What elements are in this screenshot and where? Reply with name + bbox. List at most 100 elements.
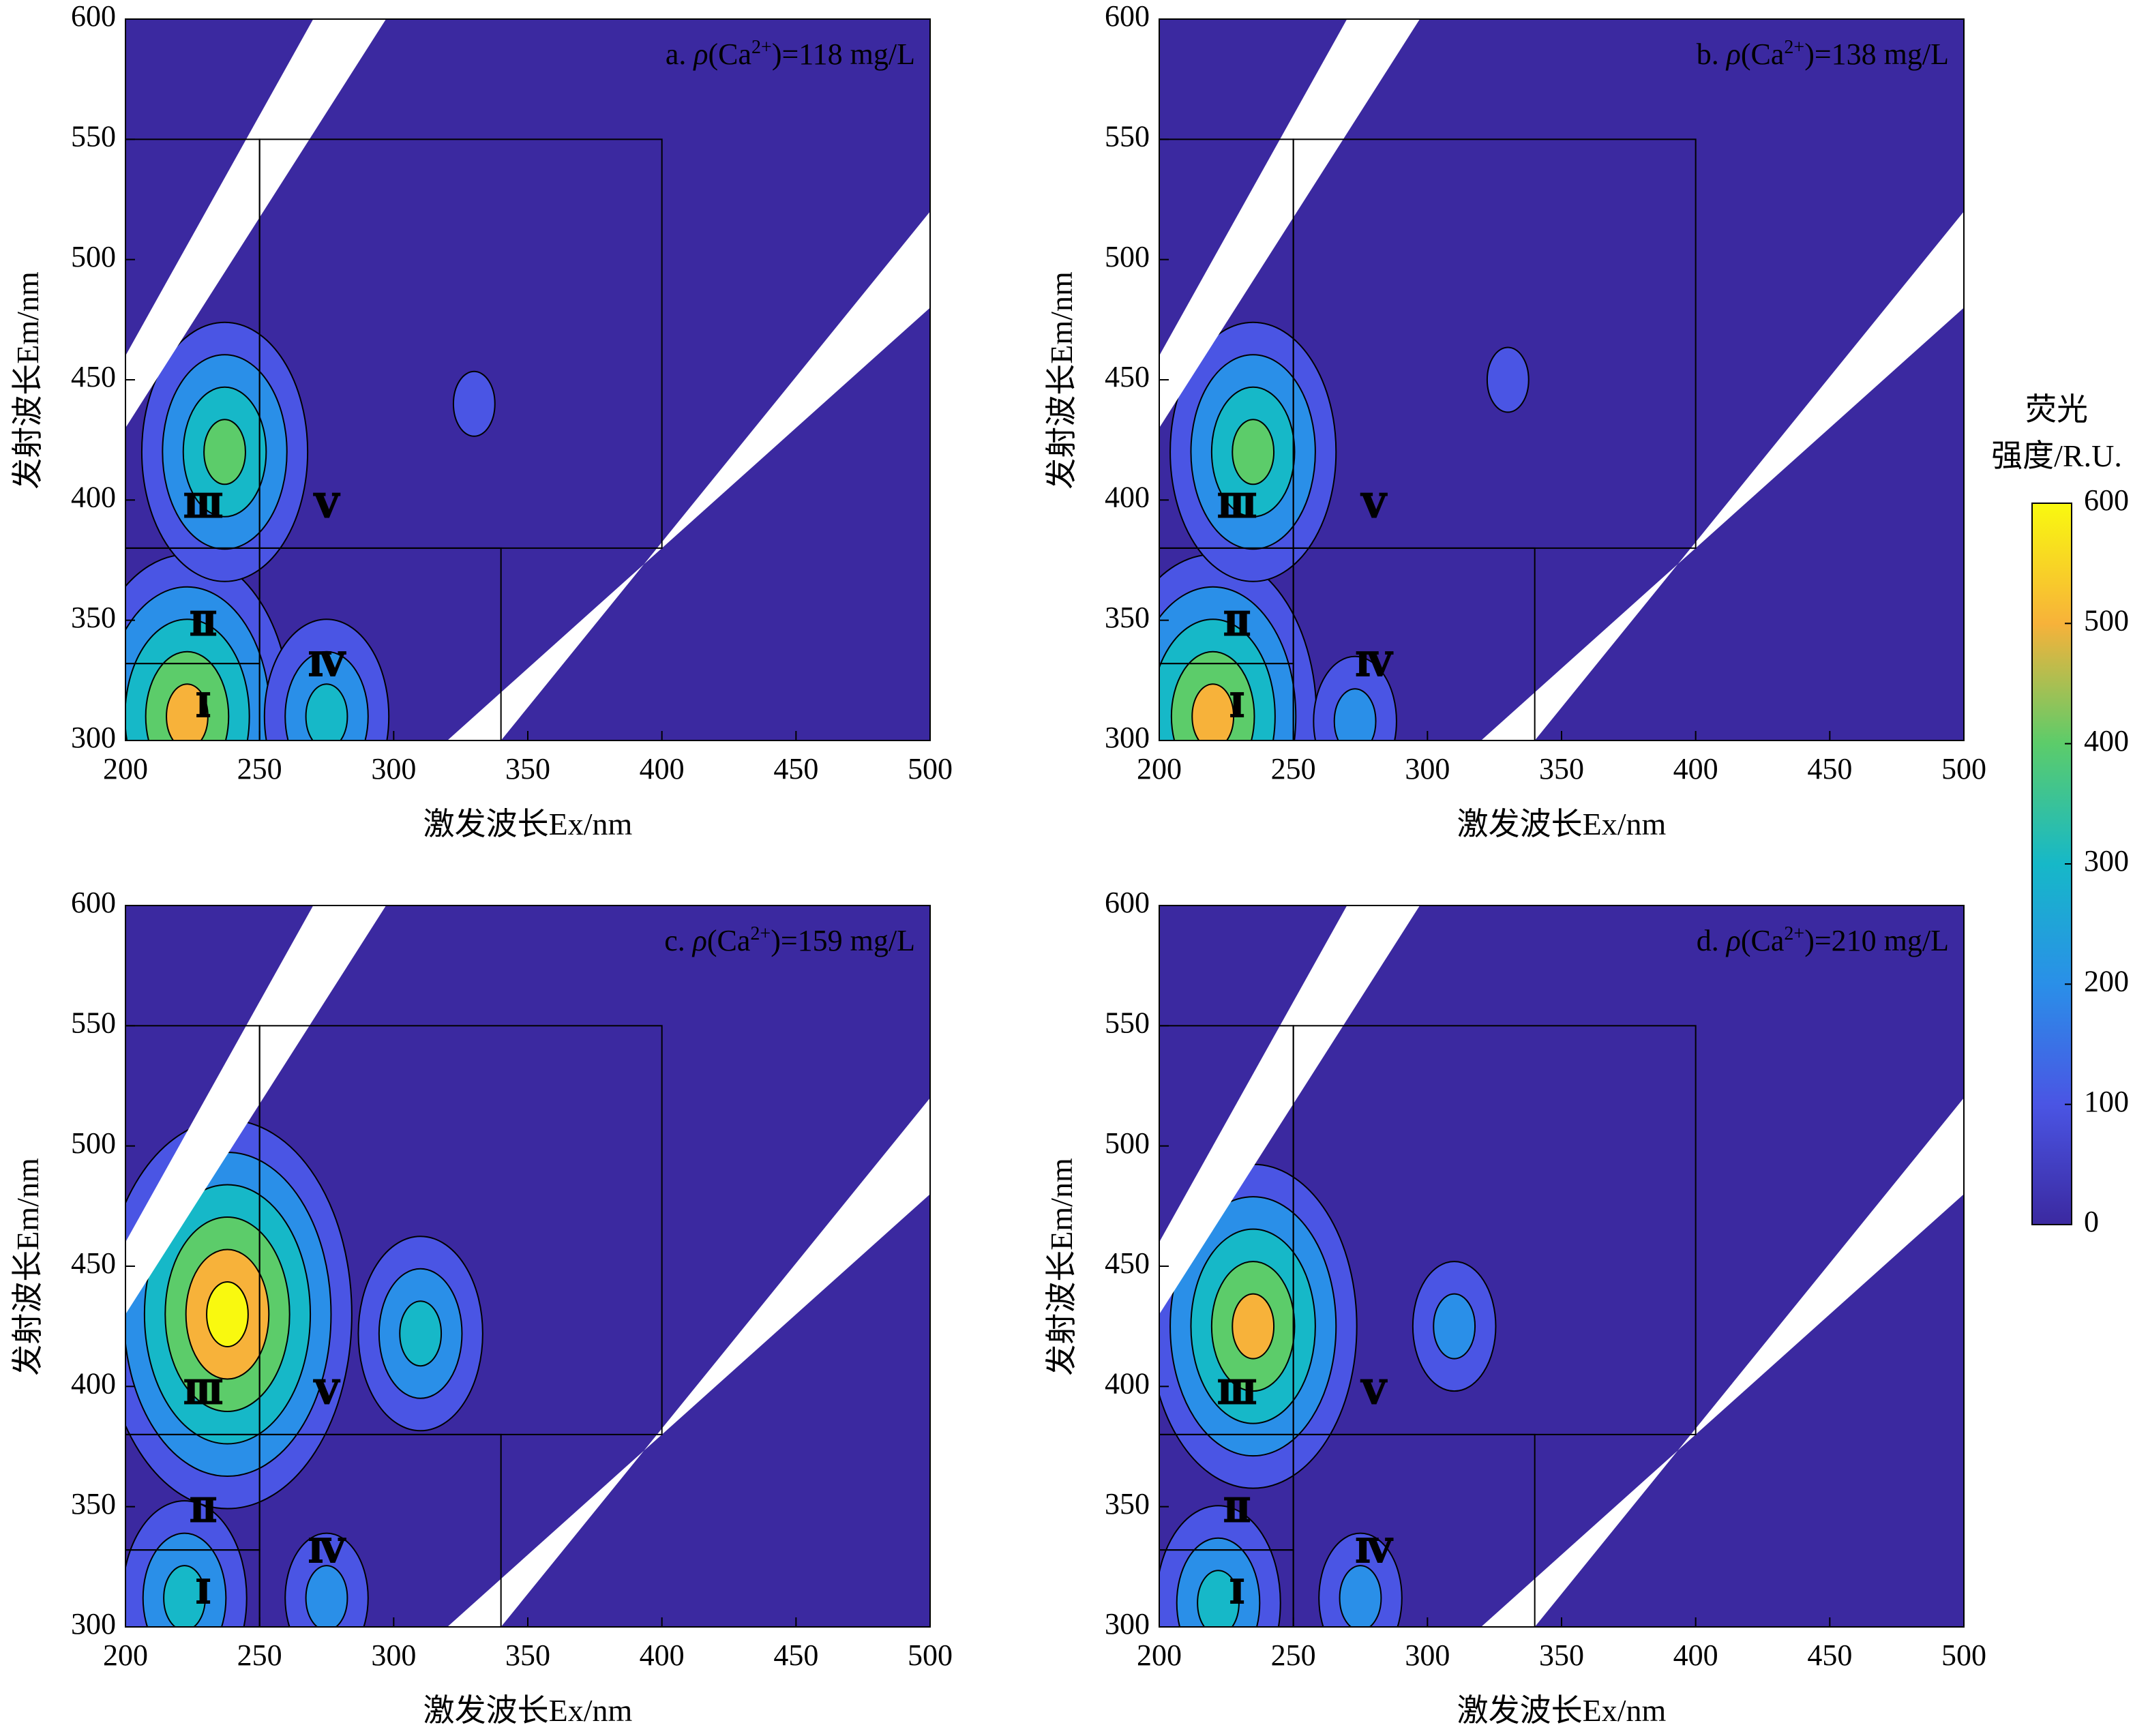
colorbar-title-line1: 荧光 — [2025, 392, 2088, 427]
p1-region-label: Ⅰ — [1229, 688, 1244, 724]
p0-peak-3-contour-1 — [452, 370, 496, 437]
p1-peak-3-contour-1 — [1486, 346, 1530, 413]
panel-d-y-axis-label: 发射波长Em/nm — [1044, 1158, 1079, 1376]
p0-x-tick-label: 350 — [505, 752, 550, 785]
p0-region-label: Ⅲ — [183, 488, 223, 524]
p2-region-label: Ⅳ — [308, 1533, 346, 1570]
panel-a-y-axis-label: 发射波长Em/nm — [10, 271, 45, 490]
p0-peak-2-contour-3 — [305, 683, 348, 740]
p2-region-label: Ⅴ — [313, 1375, 340, 1411]
colorbar-title-line2: 强度/R.U. — [1991, 438, 2122, 473]
p3-region-label: Ⅰ — [1229, 1574, 1244, 1611]
p1-plot-area: Ⅰ Ⅱ Ⅲ Ⅳ Ⅴ 200 250 300 350 400 450 500 300 350 400 450 50… — [1105, 0, 1986, 785]
p2-peak-1-contour-3 — [163, 1565, 206, 1627]
p0-y-tick-label: 600 — [71, 0, 116, 33]
p1-region-label: Ⅱ — [1223, 606, 1251, 642]
p3-region-box-5 — [1292, 1025, 1697, 1435]
p1-x-tick-label: 300 — [1405, 752, 1450, 785]
panel-b-title: b. ρ(Ca2+)=138 mg/L — [1697, 37, 1949, 71]
p2-region-label: Ⅲ — [183, 1375, 223, 1411]
p0-x-tick-label: 250 — [237, 752, 282, 785]
panel-a-x-axis-label: 激发波长Ex/nm — [423, 807, 633, 841]
p1-x-tick-label: 500 — [1941, 752, 1986, 785]
p3-y-tick-label: 550 — [1105, 1006, 1150, 1039]
p0-region-label: Ⅳ — [308, 647, 346, 683]
p2-peak-0-contour-6 — [206, 1281, 249, 1348]
p1-y-tick-label: 400 — [1105, 480, 1150, 513]
p3-region-label: Ⅱ — [1223, 1493, 1251, 1529]
p3-x-tick-label: 300 — [1405, 1638, 1450, 1672]
p2-x-tick-label: 400 — [640, 1638, 685, 1672]
p1-y-tick-label: 300 — [1105, 721, 1150, 754]
p0-x-tick-label: 300 — [371, 752, 416, 785]
p1-x-tick-label: 400 — [1673, 752, 1718, 785]
p2-x-tick-label: 350 — [505, 1638, 550, 1672]
p0-y-tick-label: 300 — [71, 721, 116, 754]
p0-y-tick-label: 450 — [71, 360, 116, 393]
p3-x-tick-label: 500 — [1941, 1638, 1986, 1672]
p1-peak-2-contour-2 — [1333, 688, 1377, 740]
p1-x-tick-label: 250 — [1271, 752, 1316, 785]
p3-region-label: Ⅲ — [1217, 1375, 1257, 1411]
p2-x-tick-label: 450 — [773, 1638, 818, 1672]
panel-c: Ⅰ Ⅱ Ⅲ Ⅳ Ⅴ 200 250 300 350 400 450 500 300 350 400 450 50… — [10, 886, 953, 1728]
p2-x-tick-label: 300 — [371, 1638, 416, 1672]
p3-x-tick-label: 200 — [1137, 1638, 1182, 1672]
p3-x-tick-label: 400 — [1673, 1638, 1718, 1672]
p2-x-tick-label: 250 — [237, 1638, 282, 1672]
colorbar-tick-label: 0 — [2084, 1205, 2099, 1238]
p3-y-tick-label: 350 — [1105, 1487, 1150, 1521]
p3-peak-0-contour-5 — [1232, 1293, 1275, 1360]
p1-y-tick-label: 600 — [1105, 0, 1150, 33]
p3-peak-3-contour-2 — [1433, 1293, 1476, 1360]
p3-scatter-band-1 — [1159, 906, 1420, 1315]
p2-x-tick-label: 500 — [908, 1638, 953, 1672]
colorbar: 荧光 强度/R.U. 0 100 200 300 400 500 600 — [1991, 392, 2129, 1238]
p3-y-tick-label: 600 — [1105, 886, 1150, 919]
panel-a-title: a. ρ(Ca2+)=118 mg/L — [666, 37, 915, 71]
p3-y-tick-label: 500 — [1105, 1126, 1150, 1160]
colorbar-tick-label: 100 — [2084, 1085, 2129, 1118]
p0-region-label: Ⅴ — [313, 488, 340, 524]
p0-region-label: Ⅱ — [190, 606, 217, 642]
p0-x-tick-label: 500 — [908, 752, 953, 785]
p1-x-tick-label: 350 — [1539, 752, 1584, 785]
p1-y-tick-label: 450 — [1105, 360, 1150, 393]
p0-peak-1-contour-4 — [203, 419, 246, 485]
p2-region-box-5 — [258, 1025, 663, 1435]
p3-y-tick-label: 300 — [1105, 1607, 1150, 1641]
p3-region-label: Ⅴ — [1360, 1375, 1387, 1411]
p3-x-tick-label: 250 — [1271, 1638, 1316, 1672]
colorbar-tick-label: 400 — [2084, 724, 2129, 758]
p3-region-label: Ⅳ — [1355, 1533, 1393, 1570]
p1-x-tick-label: 200 — [1137, 752, 1182, 785]
panel-c-x-axis-label: 激发波长Ex/nm — [423, 1693, 633, 1728]
p3-y-tick-label: 450 — [1105, 1246, 1150, 1280]
panel-b-x-axis-label: 激发波长Ex/nm — [1457, 807, 1667, 841]
p1-y-tick-label: 550 — [1105, 119, 1150, 153]
panel-d-x-axis-label: 激发波长Ex/nm — [1457, 1693, 1667, 1728]
p0-plot-area: Ⅰ Ⅱ Ⅲ Ⅳ Ⅴ 200 250 300 350 400 450 500 300 350 400 450 50… — [71, 0, 953, 785]
p1-peak-1-contour-4 — [1232, 419, 1275, 485]
p0-y-tick-label: 550 — [71, 119, 116, 153]
p1-region-label: Ⅴ — [1360, 488, 1387, 524]
p2-y-tick-label: 550 — [71, 1006, 116, 1039]
p0-region-box-5 — [258, 138, 663, 549]
p2-scatter-band-1 — [125, 906, 387, 1315]
panel-c-y-axis-label: 发射波长Em/nm — [10, 1158, 45, 1376]
p0-y-tick-label: 350 — [71, 601, 116, 634]
colorbar-tick-label: 300 — [2084, 844, 2129, 878]
p2-y-tick-label: 350 — [71, 1487, 116, 1521]
panel-a: Ⅰ Ⅱ Ⅲ Ⅳ Ⅴ 200 250 300 350 400 450 500 300 350 400 450 50… — [10, 0, 953, 841]
p0-x-tick-label: 450 — [773, 752, 818, 785]
p1-x-tick-label: 450 — [1807, 752, 1852, 785]
p1-y-tick-label: 350 — [1105, 601, 1150, 634]
p2-peak-3-contour-3 — [399, 1300, 443, 1367]
p0-y-tick-label: 500 — [71, 240, 116, 273]
p2-y-tick-label: 300 — [71, 1607, 116, 1641]
p0-peak-0-contour-5 — [166, 683, 209, 740]
p2-y-tick-label: 500 — [71, 1126, 116, 1160]
p2-plot-area: Ⅰ Ⅱ Ⅲ Ⅳ Ⅴ 200 250 300 350 400 450 500 300 350 400 450 50… — [71, 886, 953, 1672]
panel-d: Ⅰ Ⅱ Ⅲ Ⅳ Ⅴ 200 250 300 350 400 450 500 300 350 400 450 50… — [1044, 886, 1986, 1728]
p2-region-label: Ⅱ — [190, 1493, 217, 1529]
